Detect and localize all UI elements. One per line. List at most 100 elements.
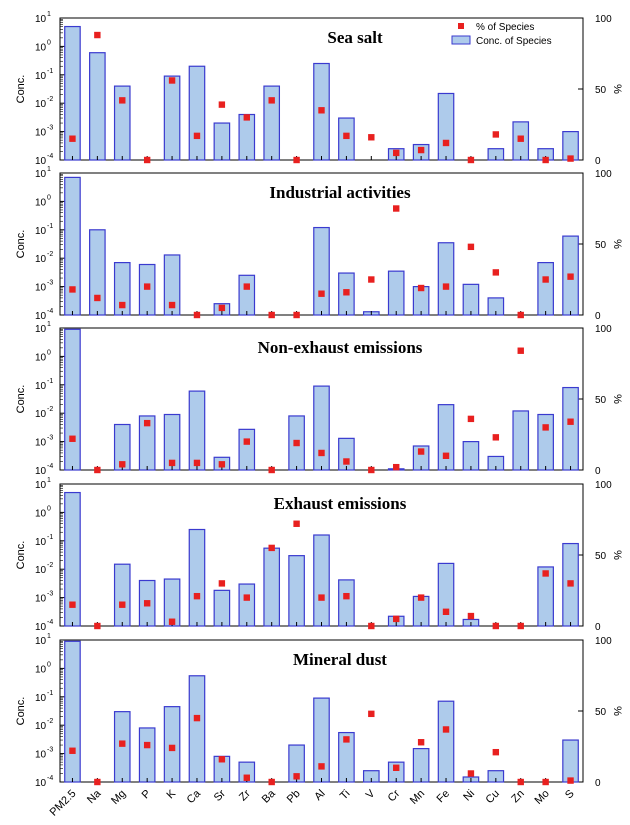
y-tick-label: 10: [35, 693, 47, 704]
point-Ca: [193, 311, 201, 319]
y-tick-label: 10: [35, 636, 47, 647]
y-tick-exponent: -1: [47, 534, 53, 541]
y-tick-exponent: -4: [47, 153, 53, 160]
point-V: [368, 710, 375, 718]
x-tick-label-PM2.5: PM2.5: [48, 788, 79, 819]
y-tick-label: 10: [35, 537, 47, 548]
point-Mn: [417, 594, 425, 601]
point-Mo: [542, 778, 549, 786]
bar-Cr: [387, 270, 405, 316]
y-tick-label: 10: [35, 508, 47, 519]
bar-PM2.5: [64, 640, 81, 783]
point-Al: [318, 763, 325, 770]
x-tick-label-V: V: [364, 787, 378, 801]
y2-axis-label: %: [611, 239, 623, 249]
point-Zn: [517, 135, 524, 142]
point-Pb: [293, 520, 300, 527]
bar-Mg: [113, 563, 131, 627]
point-Ca: [193, 459, 201, 467]
point-P: [143, 600, 151, 607]
point-Sr: [218, 101, 226, 108]
point-Ni: [467, 612, 475, 620]
point-Na: [94, 466, 101, 474]
point-Zr: [243, 774, 250, 781]
bar-K: [163, 75, 181, 161]
y2-tick-label: 100: [595, 14, 612, 25]
point-Zr: [243, 438, 250, 445]
bar-Mn: [412, 595, 430, 627]
y-tick-exponent: -4: [47, 775, 53, 782]
y-axis-label: Conc.: [15, 385, 27, 414]
point-Cr: [393, 463, 400, 471]
point-P: [143, 419, 151, 427]
y2-axis-label: %: [611, 84, 623, 94]
x-tick-label-Ti: Ti: [338, 788, 353, 803]
point-Ba: [268, 466, 275, 474]
point-Ni: [467, 156, 475, 164]
point-K: [168, 77, 176, 84]
point-Mg: [119, 740, 126, 747]
y-tick-label: 10: [35, 169, 47, 180]
point-Mg: [119, 301, 126, 309]
y-tick-label: 10: [35, 324, 47, 335]
y2-tick-label: 50: [595, 85, 607, 96]
point-K: [168, 301, 176, 309]
x-tick-label-Cu: Cu: [484, 788, 502, 806]
y-tick-label: 10: [35, 226, 47, 237]
y-tick-label: 10: [35, 381, 47, 392]
y-tick-label: 10: [35, 197, 47, 208]
point-Pb: [293, 156, 300, 164]
y2-tick-label: 0: [595, 466, 601, 477]
bar-Ca: [188, 390, 206, 471]
y-tick-exponent: -4: [47, 463, 53, 470]
point-Mo: [542, 156, 549, 164]
point-Zn: [517, 778, 524, 786]
x-tick-label-Na: Na: [85, 787, 104, 806]
y2-tick-label: 0: [595, 311, 601, 322]
bar-PM2.5: [64, 328, 81, 471]
bar-Ca: [188, 65, 206, 161]
y-tick-label: 10: [35, 750, 47, 761]
y-tick-exponent: 1: [47, 166, 51, 173]
y2-tick-label: 100: [595, 324, 612, 335]
y-tick-exponent: -4: [47, 308, 53, 315]
point-Sr: [218, 304, 226, 312]
point-K: [168, 459, 176, 467]
y-tick-exponent: -2: [47, 251, 53, 258]
y-tick-exponent: -1: [47, 223, 53, 230]
y-tick-label: 10: [35, 128, 47, 139]
point-Mo: [542, 424, 549, 431]
point-Al: [318, 594, 325, 601]
point-Ba: [268, 97, 275, 104]
y-tick-exponent: -2: [47, 406, 53, 413]
y-tick-label: 10: [35, 71, 47, 82]
point-P: [143, 283, 151, 290]
y-tick-exponent: 0: [47, 661, 51, 668]
point-Ti: [343, 736, 350, 743]
legend-marker-conc: [451, 35, 471, 45]
y2-tick-label: 0: [595, 778, 601, 789]
x-tick-label-Pb: Pb: [285, 788, 303, 806]
y-tick-label: 10: [35, 480, 47, 491]
bar-Na: [89, 229, 106, 316]
point-Al: [318, 290, 325, 297]
y-tick-exponent: -1: [47, 690, 53, 697]
y-tick-exponent: -1: [47, 378, 53, 385]
bar-Sr: [213, 122, 231, 161]
y2-tick-label: 50: [595, 551, 607, 562]
y-tick-label: 10: [35, 721, 47, 732]
bar-Al: [313, 226, 330, 316]
point-Fe: [442, 139, 450, 147]
point-Ti: [343, 289, 350, 296]
point-V: [368, 134, 375, 141]
point-Cu: [492, 622, 500, 630]
legend-label-percent: % of Species: [476, 22, 534, 33]
bar-S: [562, 386, 579, 471]
y-tick-exponent: -2: [47, 562, 53, 569]
bar-Fe: [437, 562, 455, 627]
point-S: [567, 418, 574, 425]
y-tick-exponent: 0: [47, 505, 51, 512]
